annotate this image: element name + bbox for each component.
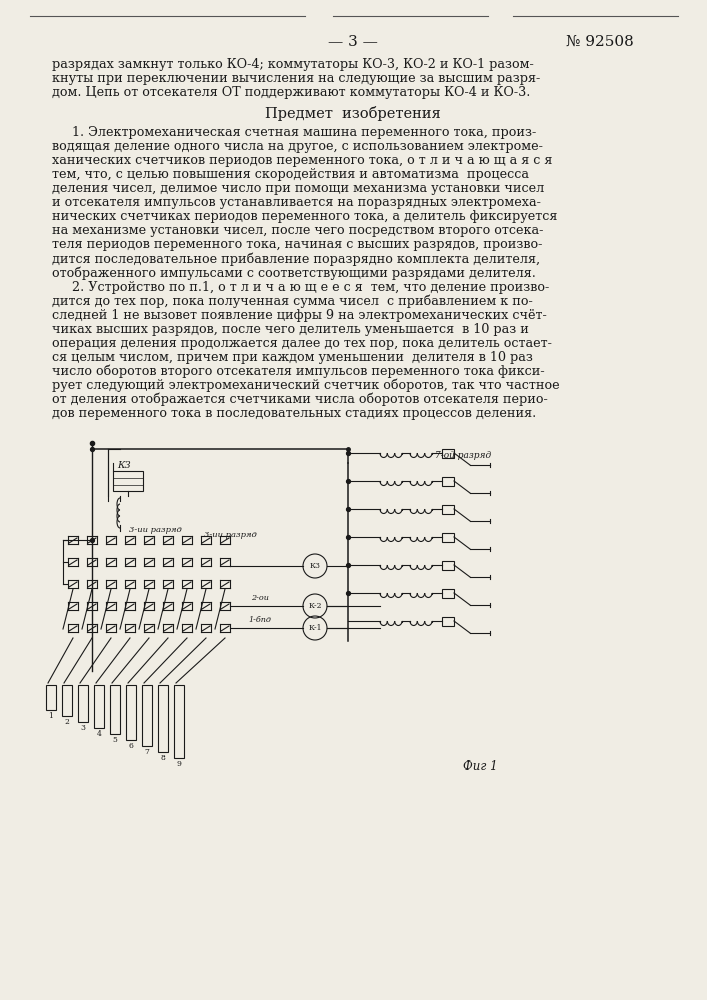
Text: число оборотов второго отсекателя импульсов переменного тока фикси-: число оборотов второго отсекателя импуль… <box>52 365 544 378</box>
Text: нических счетчиках периодов переменного тока, а делитель фиксируется: нических счетчиках периодов переменного … <box>52 210 557 223</box>
Text: 1. Электромеханическая счетная машина переменного тока, произ-: 1. Электромеханическая счетная машина пе… <box>72 126 536 139</box>
Bar <box>142 685 152 746</box>
Bar <box>113 471 143 491</box>
Text: чиках высших разрядов, после чего делитель уменьшается  в 10 раз и: чиках высших разрядов, после чего делите… <box>52 323 529 336</box>
Bar <box>442 505 454 514</box>
Bar <box>126 685 136 740</box>
Text: водящая деление одного числа на другое, с использованием электроме-: водящая деление одного числа на другое, … <box>52 140 543 153</box>
Text: разрядах замкнут только КО-4; коммутаторы КО-3, КО-2 и КО-1 разом-: разрядах замкнут только КО-4; коммутатор… <box>52 58 534 71</box>
Text: — 3 —: — 3 — <box>328 35 378 49</box>
Text: К-1: К-1 <box>308 624 322 632</box>
Text: 3-ии разряд: 3-ии разряд <box>204 531 257 539</box>
Text: К-2: К-2 <box>308 602 322 610</box>
Text: тем, что, с целью повышения скородействия и автоматизма  процесса: тем, что, с целью повышения скородействи… <box>52 168 529 181</box>
Bar <box>158 685 168 752</box>
Text: 2. Устройство по п.1, о т л и ч а ю щ е е с я  тем, что деление произво-: 2. Устройство по п.1, о т л и ч а ю щ е … <box>72 281 549 294</box>
Text: 5: 5 <box>112 736 117 744</box>
Text: дится последовательное прибавление поразрядно комплекта делителя,: дится последовательное прибавление пораз… <box>52 252 540 265</box>
Text: рует следующий электромеханический счетчик оборотов, так что частное: рует следующий электромеханический счетч… <box>52 379 560 392</box>
Text: дится до тех пор, пока полученная сумма чисел  с прибавлением к по-: дится до тех пор, пока полученная сумма … <box>52 295 533 308</box>
Text: 7-ой разряд: 7-ой разряд <box>435 451 491 460</box>
Text: ханических счетчиков периодов переменного тока, о т л и ч а ю щ а я с я: ханических счетчиков периодов переменног… <box>52 154 552 167</box>
Bar <box>174 685 184 758</box>
Text: Фиг 1: Фиг 1 <box>462 760 497 773</box>
Text: К3: К3 <box>117 461 131 470</box>
Text: 1-бпд: 1-бпд <box>248 616 271 624</box>
Text: теля периодов переменного тока, начиная с высших разрядов, произво-: теля периодов переменного тока, начиная … <box>52 238 542 251</box>
Text: дов переменного тока в последовательных стадиях процессов деления.: дов переменного тока в последовательных … <box>52 407 536 420</box>
Text: 9: 9 <box>177 760 182 768</box>
Text: кнуты при переключении вычисления на следующие за высшим разря-: кнуты при переключении вычисления на сле… <box>52 72 540 85</box>
Bar <box>442 617 454 626</box>
Text: и отсекателя импульсов устанавливается на поразрядных электромеха-: и отсекателя импульсов устанавливается н… <box>52 196 541 209</box>
Text: деления чисел, делимое число при помощи механизма установки чисел: деления чисел, делимое число при помощи … <box>52 182 544 195</box>
Bar <box>46 685 56 710</box>
Text: 4: 4 <box>97 730 101 738</box>
Text: следней 1 не вызовет появление цифры 9 на электромеханических счёт-: следней 1 не вызовет появление цифры 9 н… <box>52 309 547 322</box>
Bar <box>110 685 120 734</box>
Text: 2-ои: 2-ои <box>251 594 269 602</box>
Text: операция деления продолжается далее до тех пор, пока делитель остает-: операция деления продолжается далее до т… <box>52 337 552 350</box>
Bar <box>442 533 454 542</box>
Text: К3: К3 <box>310 562 320 570</box>
Text: дом. Цепь от отсекателя ОТ поддерживают коммутаторы КО-4 и КО-3.: дом. Цепь от отсекателя ОТ поддерживают … <box>52 86 530 99</box>
Text: 6: 6 <box>129 742 134 750</box>
Text: от деления отображается счетчиками числа оборотов отсекателя перио-: от деления отображается счетчиками числа… <box>52 393 548 406</box>
Text: 3-ии разряд: 3-ии разряд <box>129 526 182 534</box>
Bar <box>442 477 454 486</box>
Text: 3: 3 <box>81 724 86 732</box>
Text: № 92508: № 92508 <box>566 35 634 49</box>
Text: отображенного импульсами с соответствующими разрядами делителя.: отображенного импульсами с соответствующ… <box>52 266 536 279</box>
Bar <box>442 589 454 598</box>
Bar <box>78 685 88 722</box>
Bar <box>442 449 454 458</box>
Bar <box>94 685 104 728</box>
Text: 8: 8 <box>160 754 165 762</box>
Text: Предмет  изобретения: Предмет изобретения <box>265 106 441 121</box>
Text: 7: 7 <box>144 748 149 756</box>
Text: 2: 2 <box>64 718 69 726</box>
Bar <box>62 685 72 716</box>
Text: на механизме установки чисел, после чего посредством второго отсека-: на механизме установки чисел, после чего… <box>52 224 544 237</box>
Bar <box>442 561 454 570</box>
Text: 1: 1 <box>49 712 54 720</box>
Text: ся целым числом, причем при каждом уменьшении  делителя в 10 раз: ся целым числом, причем при каждом умень… <box>52 351 533 364</box>
